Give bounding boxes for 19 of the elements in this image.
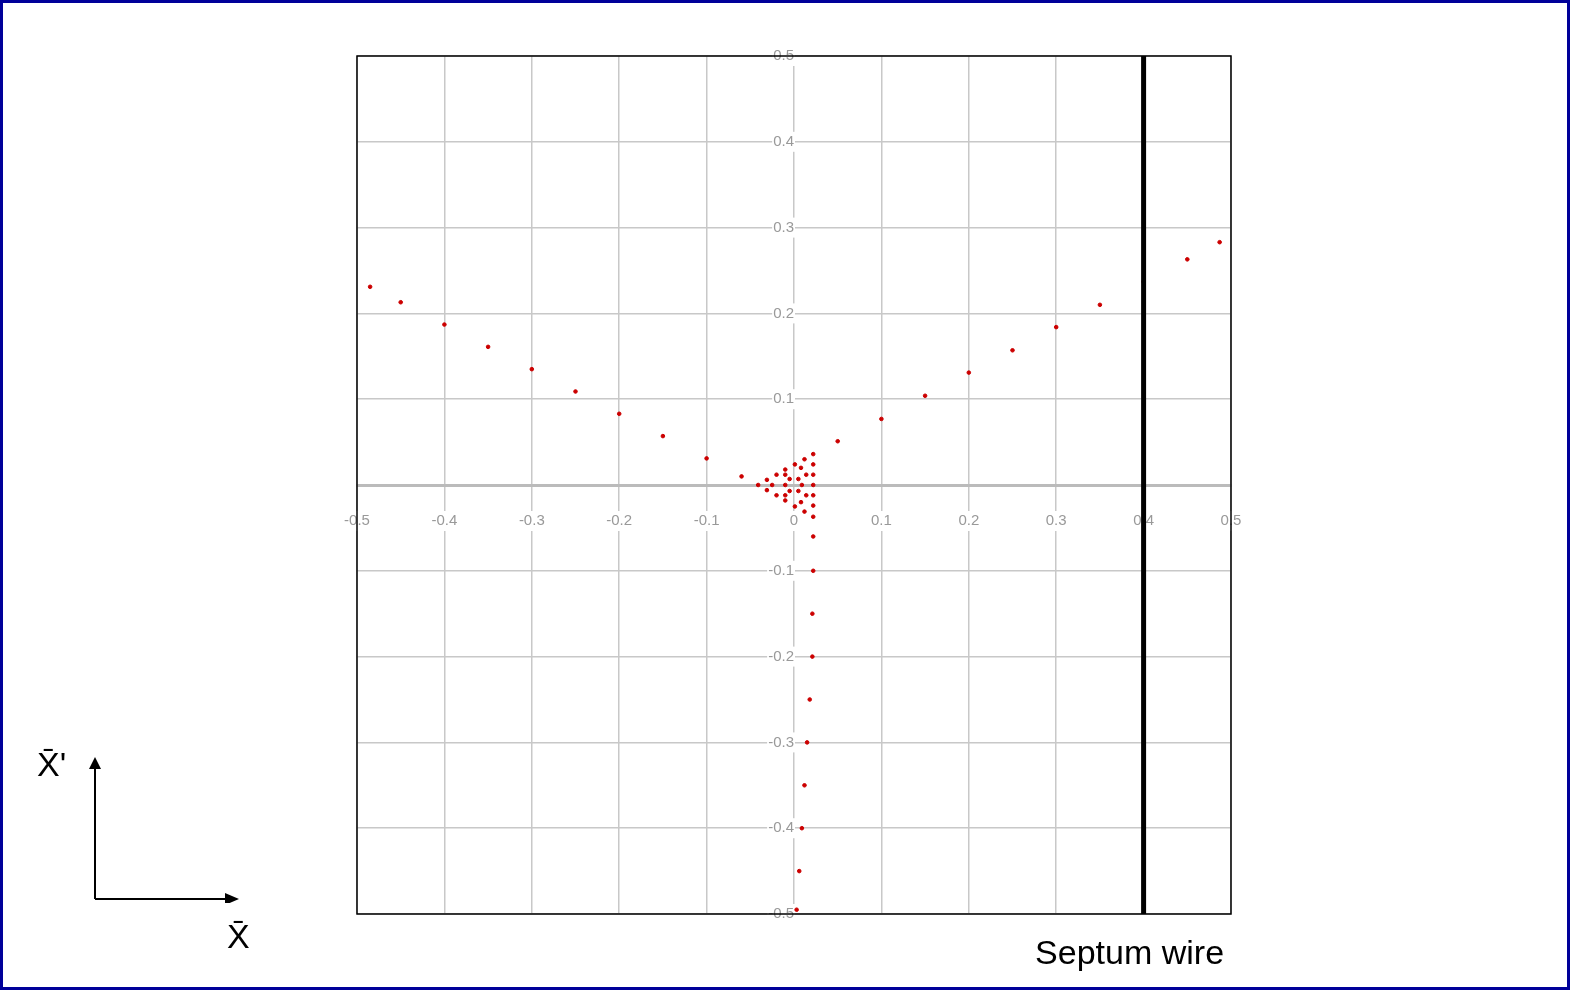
x-tick-label: -0.1 (693, 511, 720, 529)
text: X̄' (37, 745, 67, 784)
y-tick-label: 0.4 (773, 131, 794, 149)
y-tick-label: -0.4 (768, 818, 794, 836)
text: X̄ (227, 917, 250, 956)
y-tick-label: 0.2 (773, 303, 794, 321)
x-tick-label: 0.1 (870, 511, 892, 529)
y-tick-label: -0.2 (768, 646, 794, 664)
x-tick-label: -0.4 (431, 511, 458, 529)
y-tick-label: 0.3 (773, 217, 794, 235)
x-tick-label: 0.3 (1045, 511, 1067, 529)
ref-line-label: Septum wire (1035, 933, 1225, 972)
x-tick-label: 0 (789, 511, 799, 529)
y-tick-label: -0.3 (768, 732, 794, 750)
x-tick-label: 0.2 (958, 511, 980, 529)
y-tick-label: -0.1 (768, 560, 794, 578)
x-tick-label: -0.3 (518, 511, 545, 529)
y-tick-label: 0.1 (773, 389, 794, 407)
x-tick-label: -0.2 (606, 511, 633, 529)
